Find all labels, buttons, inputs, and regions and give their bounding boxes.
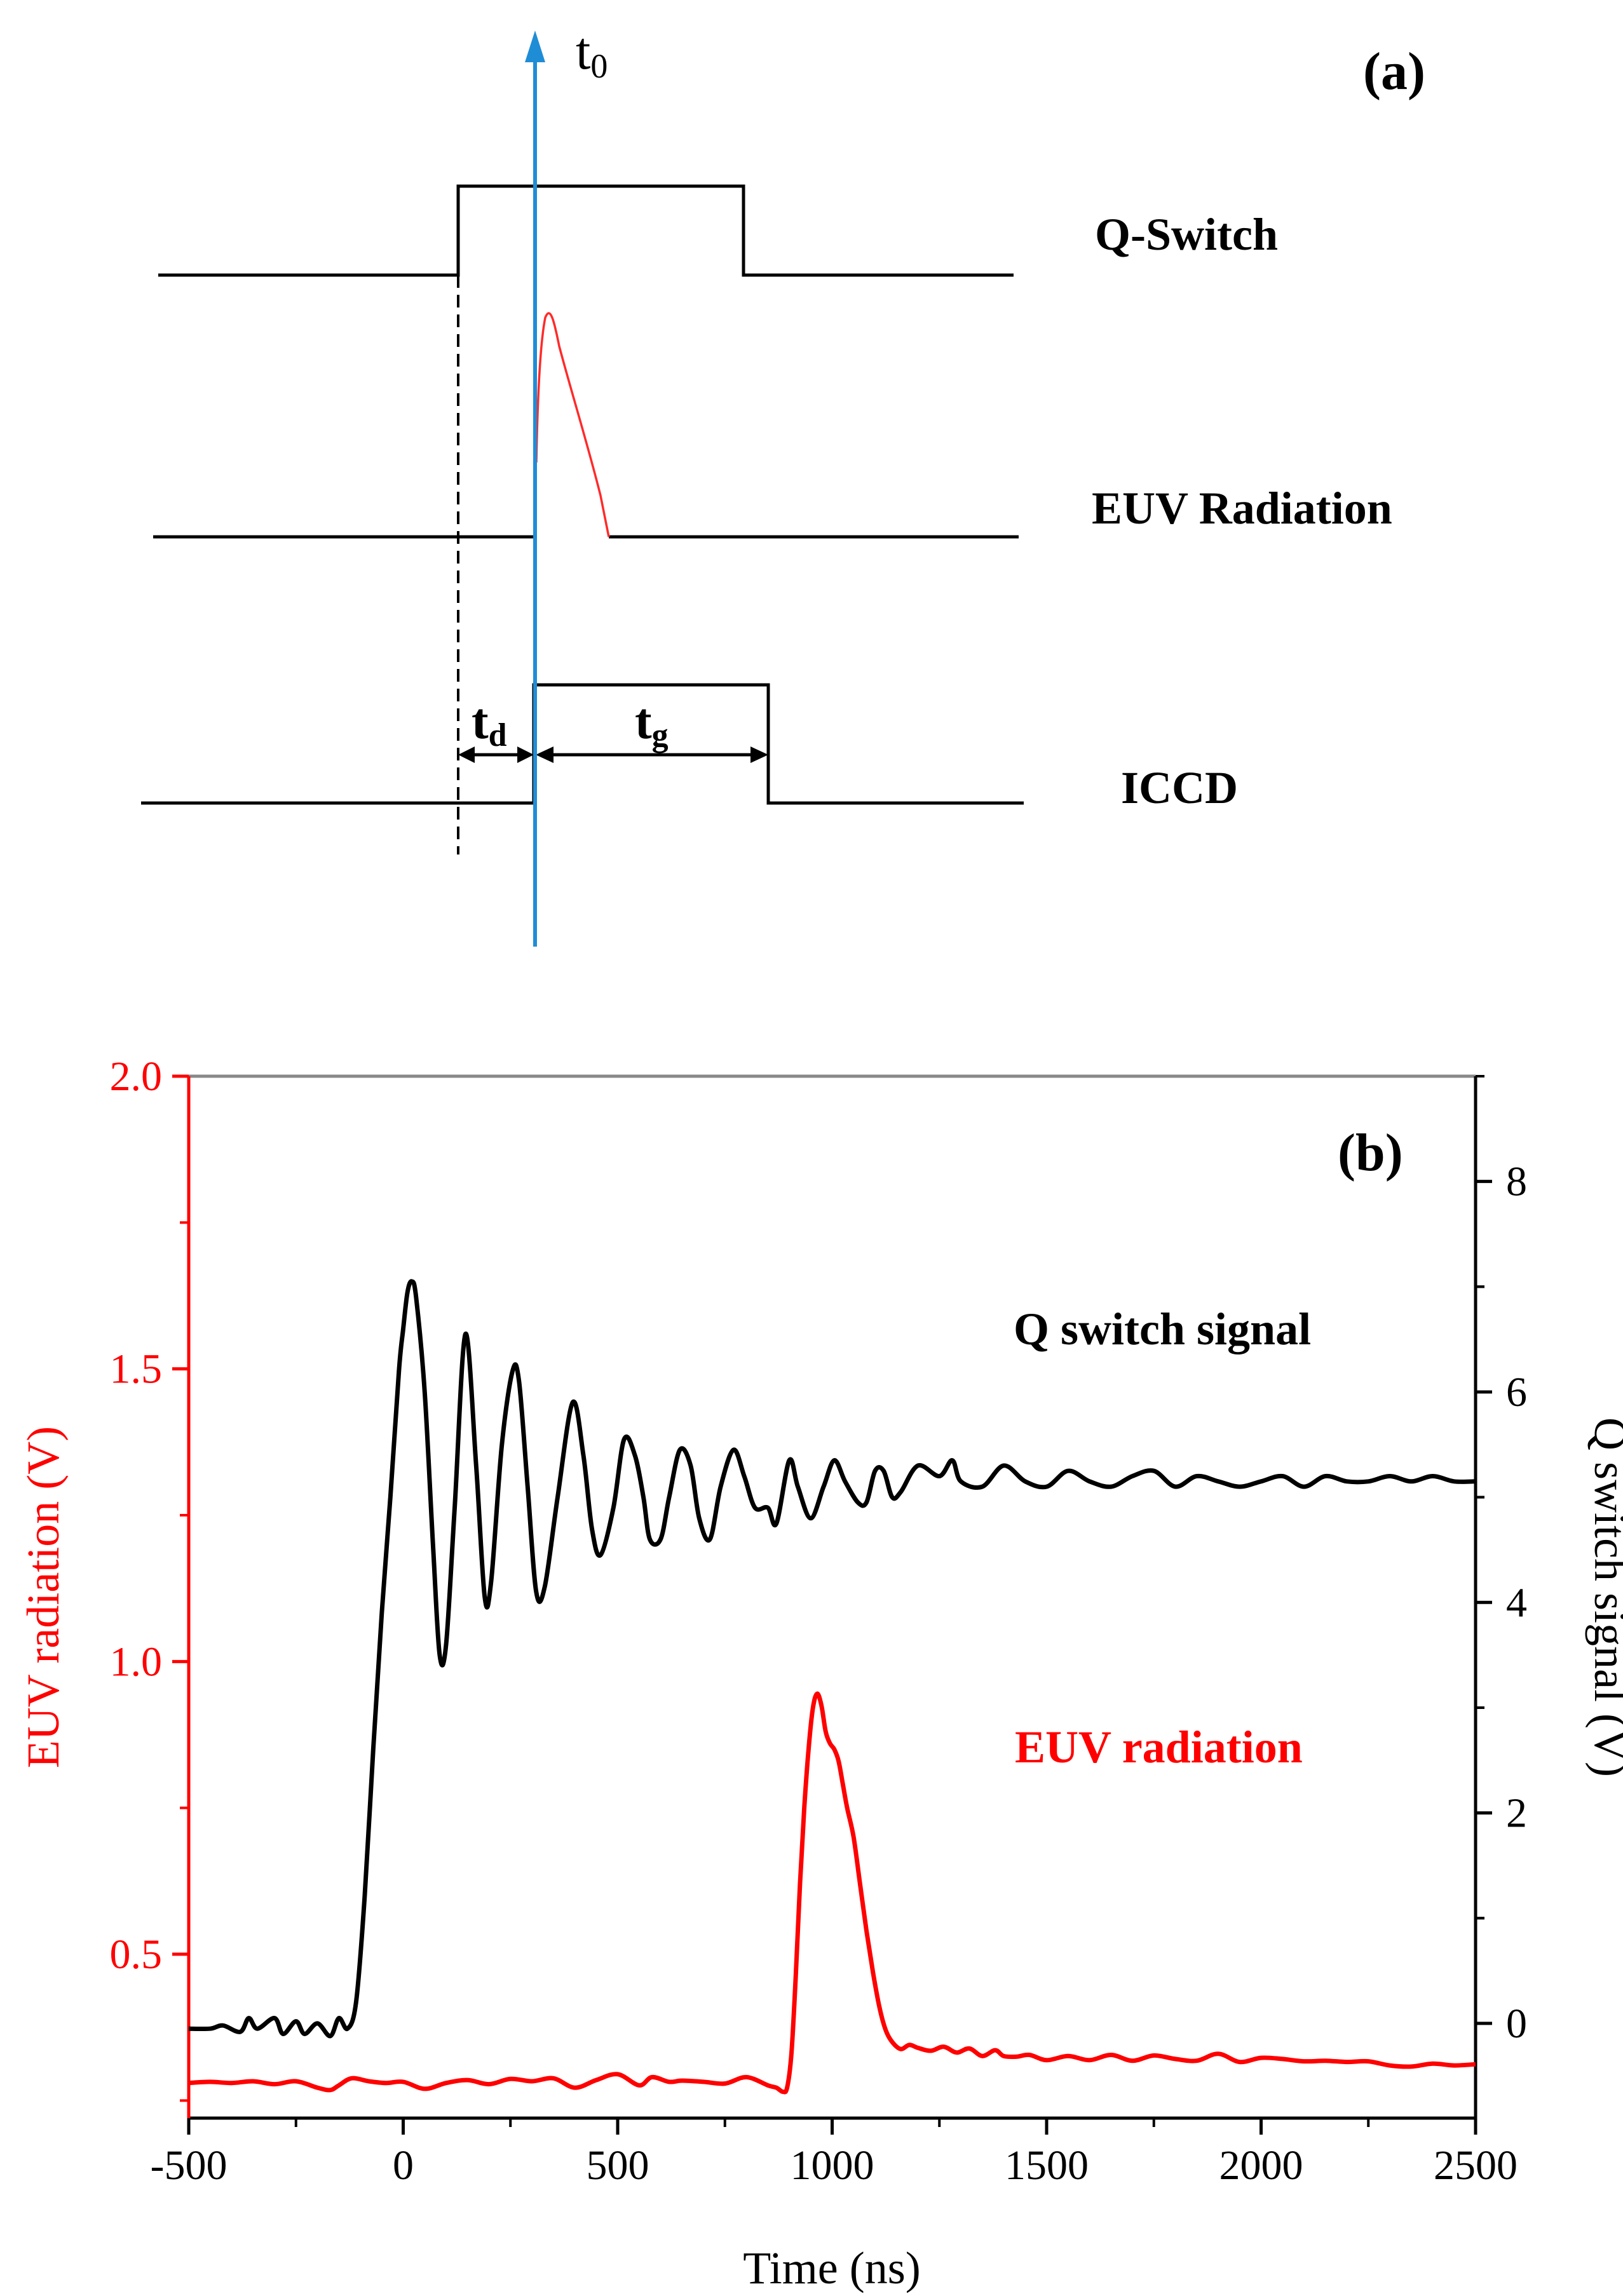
right-y-axis-ticks: 0 2 4 6 8: [1476, 1075, 1527, 2047]
left-y-tick-label: 0.5: [110, 1931, 163, 1978]
q-switch-trace: [158, 184, 1014, 277]
x-tick-label: 2000: [1219, 2142, 1303, 2189]
x-axis-label: Time (ns): [743, 2243, 920, 2293]
td-arrow: [458, 746, 534, 763]
euv-annotation: EUV radiation: [1015, 1722, 1303, 1773]
panel-a: [141, 184, 1024, 854]
x-tick-label: 0: [393, 2142, 414, 2189]
series-euv-radiation: [188, 1691, 1476, 2095]
left-y-axis-label: EUV radiation (V): [18, 1426, 69, 1769]
right-y-axis-label: Q switch signal (V): [1585, 1417, 1623, 1777]
panel-b: -500 0 500 1000 1500 2000 2500 0.5 1.0 1.5 2.0 0 2…: [18, 1053, 1623, 2293]
x-tick-label: -500: [151, 2142, 227, 2189]
tg-label: tg: [635, 694, 669, 753]
left-y-tick-label: 1.5: [110, 1346, 163, 1393]
tg-arrow: [536, 746, 768, 763]
left-y-tick-label: 1.0: [110, 1638, 163, 1685]
x-tick-label: 1000: [791, 2142, 874, 2189]
right-y-tick-label: 4: [1506, 1579, 1527, 1626]
right-y-tick-label: 2: [1506, 1790, 1527, 1837]
t0-arrow-head-icon: [525, 30, 545, 62]
right-y-tick-label: 6: [1506, 1369, 1527, 1415]
panel-b-tag: (b): [1338, 1123, 1403, 1182]
iccd-trace: [141, 683, 1024, 805]
signal-label-iccd: ICCD: [1121, 762, 1238, 813]
euv-pulse-curve: [535, 312, 610, 537]
signal-label-euv-radiation: EUV Radiation: [1092, 483, 1392, 534]
t0-axis: [525, 30, 545, 947]
left-y-tick-label: 2.0: [110, 1053, 163, 1100]
x-tick-label: 1500: [1005, 2142, 1089, 2189]
signal-label-q-switch: Q-Switch: [1095, 209, 1278, 260]
x-axis-ticks: -500 0 500 1000 1500 2000 2500: [151, 2118, 1518, 2189]
x-tick-label: 500: [587, 2142, 649, 2189]
panel-a-tag: (a): [1363, 42, 1425, 101]
q-switch-annotation: Q switch signal: [1014, 1304, 1311, 1354]
left-y-axis-ticks: 0.5 1.0 1.5 2.0: [110, 1053, 189, 2102]
series-q-switch-signal: [188, 1279, 1476, 2039]
td-label: td: [472, 694, 507, 753]
right-y-tick-label: 8: [1506, 1159, 1527, 1205]
x-tick-label: 2500: [1434, 2142, 1518, 2189]
right-y-tick-label: 0: [1506, 2001, 1527, 2047]
t0-label: t0: [576, 22, 608, 85]
